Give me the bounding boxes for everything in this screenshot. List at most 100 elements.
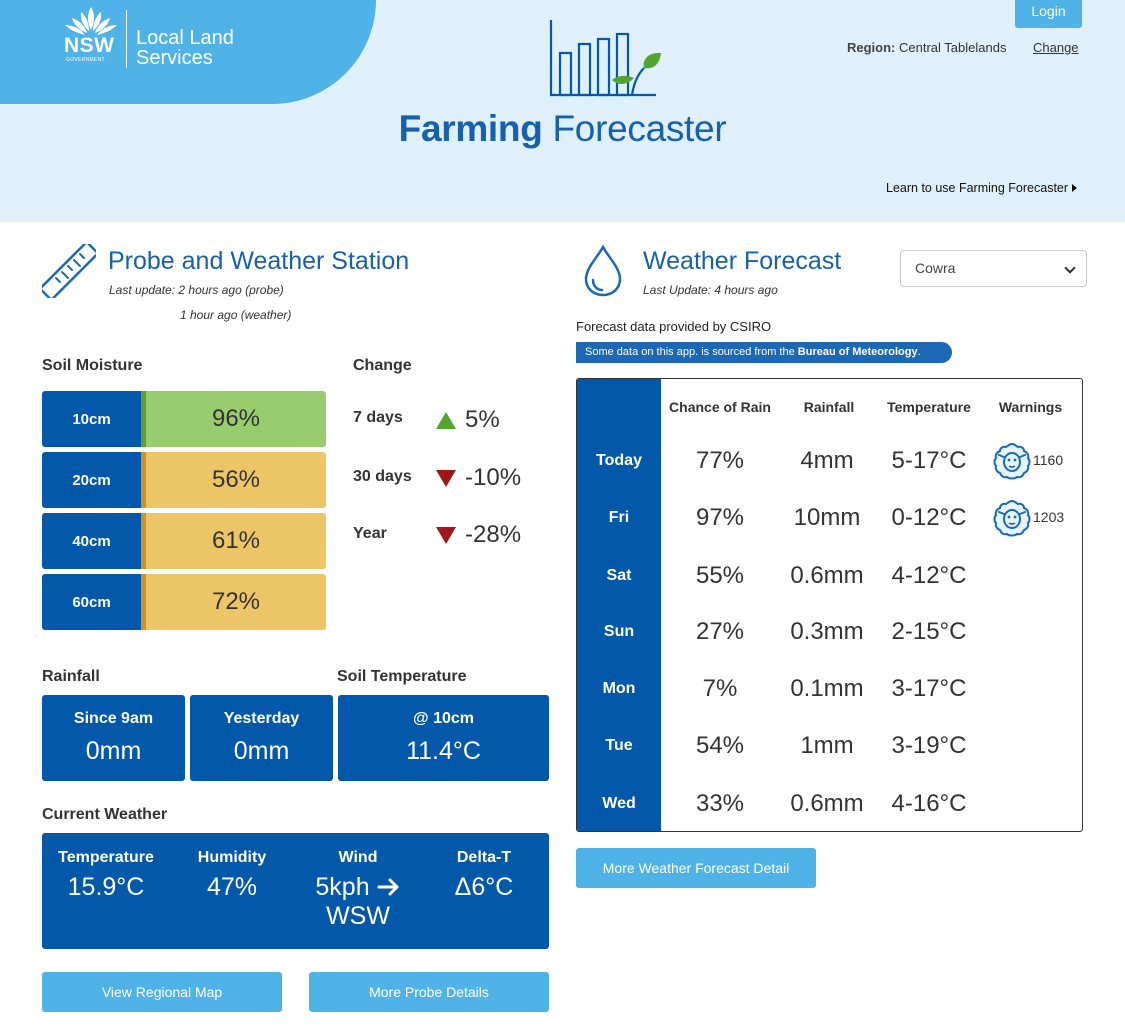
soil-moisture-heading: Soil Moisture xyxy=(42,357,143,374)
temperature-forecast-value: 3-19°C xyxy=(891,732,967,759)
soil-temp-card: @ 10cm 11.4°C xyxy=(338,695,549,781)
current-temperature: Temperature 15.9°C xyxy=(46,849,166,902)
org-name-line1: Local Land xyxy=(136,27,234,49)
rainfall-yesterday-card: Yesterday 0mm xyxy=(190,695,333,781)
forecast-day-label: Mon xyxy=(602,680,636,697)
nsw-logo-text: NSW xyxy=(64,34,115,57)
bom-text-suffix: . xyxy=(917,346,921,358)
warning-value: 1160 xyxy=(1033,452,1064,468)
chance-of-rain-value: 54% xyxy=(695,732,745,759)
weather-metric-label: Temperature xyxy=(58,849,154,866)
temperature-forecast-value: 5-17°C xyxy=(891,447,967,474)
learn-link[interactable]: Learn to use Farming Forecaster xyxy=(886,181,1078,195)
forecast-title: Weather Forecast xyxy=(643,247,842,275)
rainfall-value: 0mm xyxy=(85,737,142,765)
caret-right-icon xyxy=(1072,184,1078,192)
forecast-day-label: Tue xyxy=(605,737,633,754)
region-value: Central Tablelands xyxy=(899,40,1007,55)
soil-depth-label: 40cm xyxy=(42,513,141,569)
soil-depth-label: 20cm xyxy=(42,452,141,508)
waratah-logo-icon xyxy=(65,7,117,35)
arrow-right-icon xyxy=(377,878,399,896)
temperature-forecast-value: 4-12°C xyxy=(891,562,967,589)
more-probe-details-button[interactable]: More Probe Details xyxy=(309,972,549,1012)
soil-level-divider xyxy=(141,391,146,447)
soil-temp-depth-label: @ 10cm xyxy=(413,710,474,727)
forecast-last-update: Last Update: 4 hours ago xyxy=(643,283,778,297)
soil-moisture-row: 40cm 61% xyxy=(42,513,326,569)
rainfall-period-label: Yesterday xyxy=(223,710,300,727)
forecast-day-label: Sat xyxy=(606,567,632,584)
chance-of-rain-value: 27% xyxy=(695,618,745,645)
soil-moisture-row: 10cm 96% xyxy=(42,391,326,447)
org-logo-badge[interactable]: NSW GOVERNMENT Local Land Services xyxy=(0,0,376,104)
warning-value: 1203 xyxy=(1033,509,1065,525)
change-period-label: Year xyxy=(353,525,387,542)
current-delta-t: Delta-T Δ6°C xyxy=(424,849,544,902)
current-humidity: Humidity 47% xyxy=(172,849,292,902)
chevron-down-icon xyxy=(1064,262,1076,274)
weather-last-update: 1 hour ago (weather) xyxy=(180,308,292,322)
view-regional-map-button[interactable]: View Regional Map xyxy=(42,972,282,1012)
login-button[interactable]: Login xyxy=(1015,0,1082,28)
site-header: NSW GOVERNMENT Local Land Services Farmi… xyxy=(0,0,1125,222)
change-heading: Change xyxy=(353,357,412,374)
weather-metric-value: 15.9°C xyxy=(67,873,145,901)
change-value: 5% xyxy=(465,406,500,433)
soil-depth-label: 10cm xyxy=(42,391,141,447)
rainfall-period-label: Since 9am xyxy=(73,710,154,727)
forecast-day-column xyxy=(577,379,661,831)
column-header-temperature: Temperature xyxy=(887,399,971,415)
chance-of-rain-value: 7% xyxy=(702,675,738,702)
app-title: Farming Forecaster xyxy=(360,108,765,150)
more-forecast-detail-button[interactable]: More Weather Forecast Detail xyxy=(576,848,816,888)
temperature-forecast-value: 2-15°C xyxy=(891,618,967,645)
current-weather-card: Temperature 15.9°C Humidity 47% Wind 5kp… xyxy=(42,833,549,949)
forecast-day-label: Fri xyxy=(608,509,630,526)
app-title-light: Forecaster xyxy=(552,108,727,149)
location-select[interactable]: Cowra xyxy=(900,250,1087,287)
wind-direction-value: WSW xyxy=(326,902,390,930)
nsw-logo-subtext: GOVERNMENT xyxy=(66,57,105,63)
triangle-down-icon xyxy=(436,470,456,487)
weather-metric-value: 47% xyxy=(206,873,258,901)
chance-of-rain-value: 77% xyxy=(695,447,745,474)
current-wind: Wind 5kph WSW xyxy=(298,849,418,931)
rainfall-since-9am-card: Since 9am 0mm xyxy=(42,695,185,781)
logo-divider xyxy=(126,10,127,68)
change-region-link[interactable]: Change xyxy=(1033,40,1079,55)
rainfall-forecast-value: 4mm xyxy=(800,447,854,474)
forecast-day-label: Wed xyxy=(602,795,636,812)
column-header-warnings: Warnings xyxy=(998,399,1063,415)
weather-metric-label: Wind xyxy=(338,849,378,866)
column-header-chance: Chance of Rain xyxy=(669,399,771,415)
change-period-label: 7 days xyxy=(353,409,403,426)
sheep-warning-icon[interactable] xyxy=(992,441,1032,481)
ruler-icon xyxy=(42,244,96,298)
change-value: -28% xyxy=(465,521,522,548)
weather-metric-label: Delta-T xyxy=(456,849,512,866)
soil-level-divider xyxy=(141,574,146,630)
rainfall-heading: Rainfall xyxy=(42,668,100,685)
bom-link[interactable]: Bureau of Meteorology xyxy=(797,346,918,358)
soil-moisture-value: 61% xyxy=(146,513,326,569)
soil-level-divider xyxy=(141,513,146,569)
rainfall-forecast-value: 10mm xyxy=(793,504,861,531)
forecast-day-label: Today xyxy=(596,452,642,469)
sheep-warning-icon[interactable] xyxy=(992,498,1032,538)
weather-metric-value: Δ6°C xyxy=(454,873,514,901)
forecast-provider-text: Forecast data provided by CSIRO xyxy=(576,319,772,334)
wind-speed-value: 5kph xyxy=(315,873,370,901)
weather-metric-label: Humidity xyxy=(197,849,267,866)
change-period-label: 30 days xyxy=(353,468,412,485)
forecast-table: Chance of Rain Rainfall Temperature Warn… xyxy=(576,378,1083,832)
region-display: Region: Central Tablelands xyxy=(847,40,1006,55)
current-weather-heading: Current Weather xyxy=(42,806,168,823)
temperature-forecast-value: 0-12°C xyxy=(891,504,967,531)
bom-attribution[interactable]: Some data on this app. is sourced from t… xyxy=(576,342,952,363)
forecast-day-label: Sun xyxy=(603,623,635,640)
probe-last-update: Last update: 2 hours ago (probe) xyxy=(109,283,284,297)
column-header-rainfall: Rainfall xyxy=(803,399,855,415)
soil-level-divider xyxy=(141,452,146,508)
soil-moisture-value: 96% xyxy=(146,391,326,447)
